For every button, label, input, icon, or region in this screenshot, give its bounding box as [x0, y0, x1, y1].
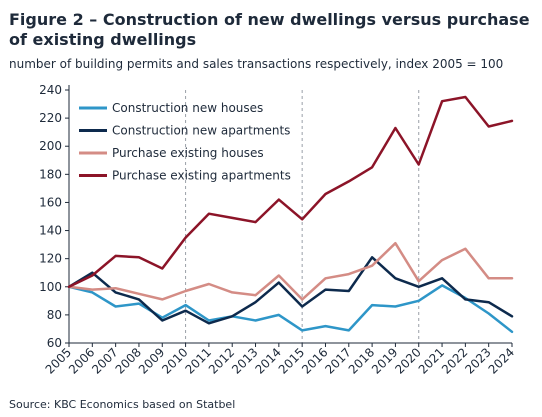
x-tick-label-2015: 2015: [276, 345, 307, 376]
chart-title: Figure 2 – Construction of new dwellings…: [9, 10, 530, 49]
x-tick-label-2019: 2019: [369, 345, 400, 376]
x-tick-label-2021: 2021: [416, 345, 447, 376]
x-tick-label-2018: 2018: [346, 345, 377, 376]
y-tick-label-140: 140: [39, 224, 62, 238]
x-tick-label-2006: 2006: [66, 345, 97, 376]
x-tick-label-2011: 2011: [183, 345, 214, 376]
x-tick-label-2012: 2012: [206, 345, 237, 376]
y-tick-label-100: 100: [39, 280, 62, 294]
series-line-purchase-existing-houses: [67, 241, 514, 301]
legend-label-construction-new-apartments: Construction new apartments: [112, 124, 290, 138]
y-tick-label-180: 180: [39, 167, 62, 181]
x-tick-label-2017: 2017: [322, 345, 353, 376]
y-tick-label-200: 200: [39, 139, 62, 153]
x-tick-label-2013: 2013: [229, 345, 260, 376]
x-tick-label-2009: 2009: [136, 345, 167, 376]
y-tick-label-220: 220: [39, 111, 62, 125]
x-tick-label-2024: 2024: [486, 345, 517, 376]
x-tick-label-2023: 2023: [462, 345, 493, 376]
y-tick-label-160: 160: [39, 195, 62, 209]
y-tick-label-80: 80: [47, 308, 62, 322]
legend-label-construction-new-houses: Construction new houses: [112, 101, 263, 115]
x-tick-label-2016: 2016: [299, 345, 330, 376]
series-line-construction-new-houses: [67, 284, 514, 334]
y-tick-label-120: 120: [39, 252, 62, 266]
legend-label-purchase-existing-apartments: Purchase existing apartments: [112, 169, 291, 183]
x-tick-label-2014: 2014: [252, 345, 283, 376]
x-tick-label-2020: 2020: [392, 345, 423, 376]
x-tick-label-2022: 2022: [439, 345, 470, 376]
legend-label-purchase-existing-houses: Purchase existing houses: [112, 146, 264, 160]
y-tick-label-60: 60: [47, 336, 62, 350]
chart-subtitle: number of building permits and sales tra…: [9, 57, 504, 71]
chart-source: Source: KBC Economics based on Statbel: [9, 398, 236, 411]
series-line-purchase-existing-apartments: [67, 95, 514, 289]
x-tick-label-2008: 2008: [113, 345, 144, 376]
x-tick-label-2010: 2010: [159, 345, 190, 376]
x-tick-label-2007: 2007: [89, 345, 120, 376]
y-tick-label-240: 240: [39, 83, 62, 97]
series-line-construction-new-apartments: [67, 256, 514, 325]
